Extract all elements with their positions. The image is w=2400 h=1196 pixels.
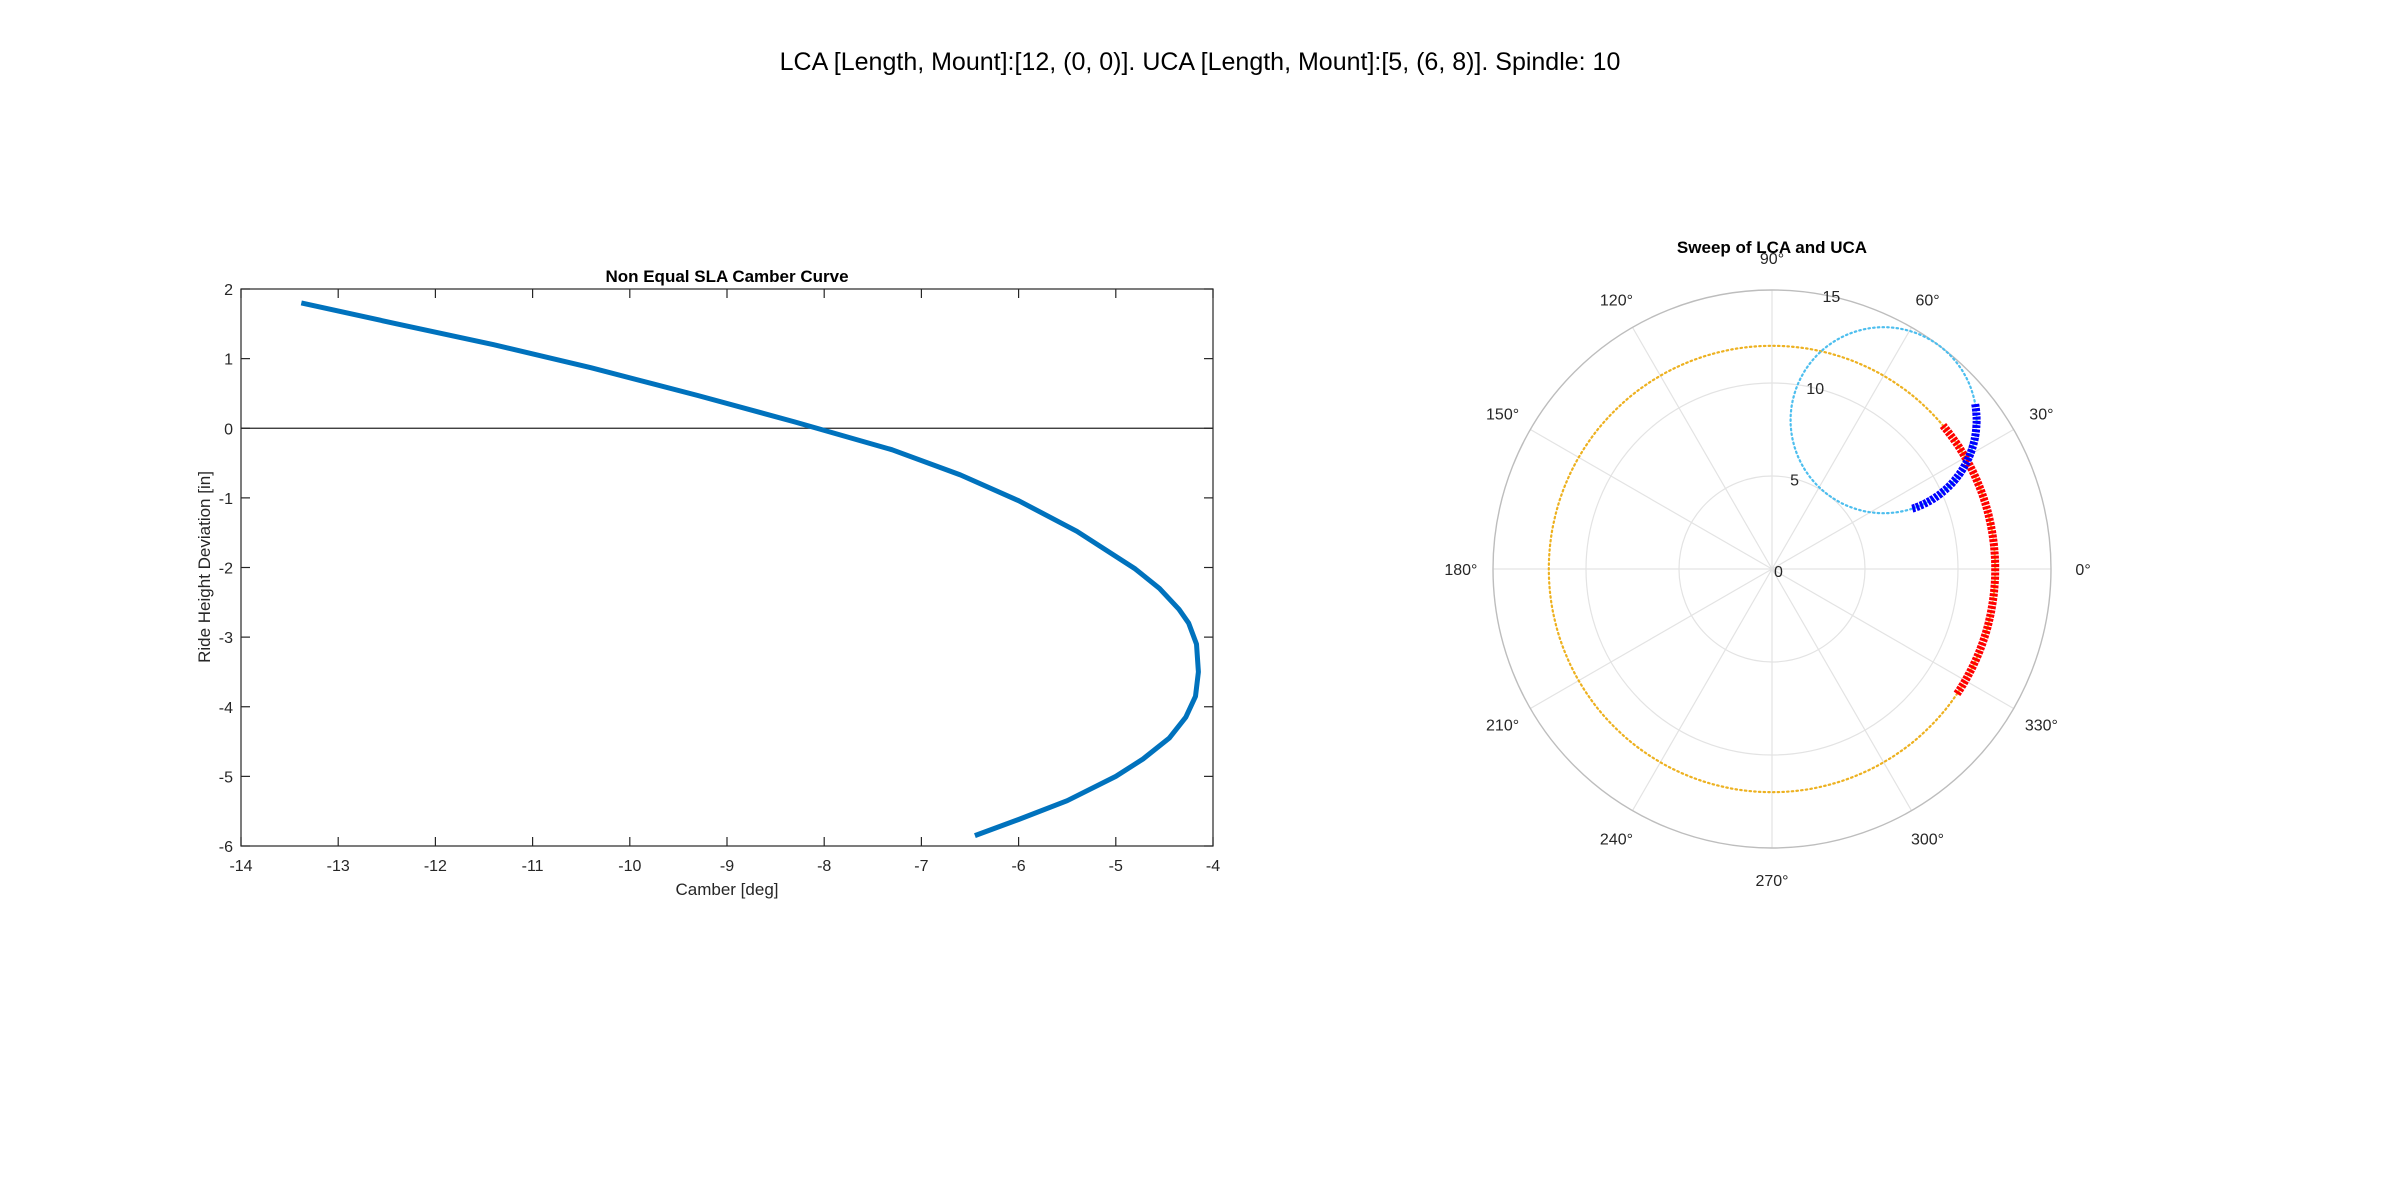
- theta-tick-label: 30°: [2029, 406, 2053, 423]
- y-tick-label: 1: [224, 352, 233, 369]
- x-tick-label: -11: [522, 858, 544, 875]
- y-tick-label: 2: [224, 282, 233, 299]
- r-tick-label: 15: [1822, 289, 1840, 306]
- polar-series-1: [1789, 326, 1978, 515]
- polar-spoke: [1771, 568, 1913, 811]
- x-axis-ticks: -14 -13 -12 -11 -10 -9 -8 -7 -6 -5 -4: [229, 289, 1220, 875]
- x-tick-label: -10: [618, 858, 641, 875]
- polar-series-3: [1911, 403, 1981, 513]
- polar-ring: [1492, 289, 2052, 849]
- polar-grid: [1492, 289, 2052, 849]
- y-tick-label: -4: [219, 700, 233, 717]
- polar-spoke: [1771, 568, 2014, 710]
- y-tick-label: -3: [219, 630, 233, 647]
- theta-tick-label: 60°: [1915, 293, 1939, 310]
- y-axis-label: Ride Height Deviation [in]: [195, 471, 214, 663]
- camber-curve-chart: Non Equal SLA Camber Curve -14 -13 -12 -11-…: [195, 267, 1220, 899]
- theta-tick-label: 150°: [1486, 406, 1519, 423]
- polar-spoke: [1530, 428, 1773, 570]
- polar-spoke: [1530, 568, 1773, 710]
- y-tick-label: -6: [219, 839, 233, 856]
- camber-series-line: [300, 300, 1201, 838]
- y-tick-label: -1: [219, 491, 233, 508]
- y-axis-ticks: -6 -5 -4 -3 -2 -1 0 1 2: [219, 282, 1213, 856]
- polar-spoke: [1771, 327, 1913, 570]
- x-tick-label: -14: [229, 858, 252, 875]
- theta-tick-label: 90°: [1760, 251, 1784, 268]
- y-tick-label: -5: [219, 769, 233, 786]
- polar-spoke: [1631, 327, 1773, 570]
- theta-tick-label: 240°: [1600, 831, 1633, 848]
- polar-series: [1547, 326, 2000, 794]
- polar-tick-labels: 0° 30° 60° 90° 120° 150° 180° 210° 240° 270° 300° 3…: [1444, 251, 2090, 890]
- x-tick-label: -4: [1206, 858, 1220, 875]
- x-axis-label: Camber [deg]: [676, 880, 779, 899]
- polar-series-2: [1939, 423, 2000, 697]
- theta-tick-label: 300°: [1911, 831, 1944, 848]
- r-tick-label: 10: [1806, 381, 1824, 398]
- theta-tick-label: 180°: [1444, 562, 1477, 579]
- camber-plot-area: [240, 288, 1214, 847]
- theta-tick-label: 270°: [1755, 873, 1788, 890]
- x-tick-label: -9: [720, 858, 734, 875]
- x-tick-label: -8: [817, 858, 831, 875]
- polar-spoke: [1771, 428, 2014, 570]
- x-tick-label: -6: [1011, 858, 1025, 875]
- x-tick-label: -7: [914, 858, 928, 875]
- x-tick-label: -12: [424, 858, 447, 875]
- camber-chart-title: Non Equal SLA Camber Curve: [605, 267, 848, 286]
- theta-tick-label: 210°: [1486, 718, 1519, 735]
- r-tick-label: 5: [1790, 472, 1799, 489]
- polar-ring: [1585, 382, 1959, 756]
- polar-spoke: [1631, 568, 1773, 811]
- figure-suptitle: LCA [Length, Mount]:[12, (0, 0)]. UCA [L…: [779, 48, 1621, 76]
- x-tick-label: -5: [1109, 858, 1123, 875]
- theta-tick-label: 0°: [2075, 562, 2090, 579]
- theta-tick-label: 330°: [2025, 718, 2058, 735]
- sweep-polar-chart: Sweep of LCA and UCA 0° 30° 60° 90° 120° 150°…: [1444, 238, 2090, 890]
- y-tick-label: 0: [224, 421, 233, 438]
- x-tick-label: -13: [327, 858, 350, 875]
- y-tick-label: -2: [219, 561, 233, 578]
- polar-chart-title: Sweep of LCA and UCA: [1677, 238, 1867, 257]
- polar-series-0: [1547, 344, 1997, 794]
- r-tick-label: 0: [1774, 564, 1783, 581]
- theta-tick-label: 120°: [1600, 293, 1633, 310]
- polar-ring: [1678, 475, 1866, 663]
